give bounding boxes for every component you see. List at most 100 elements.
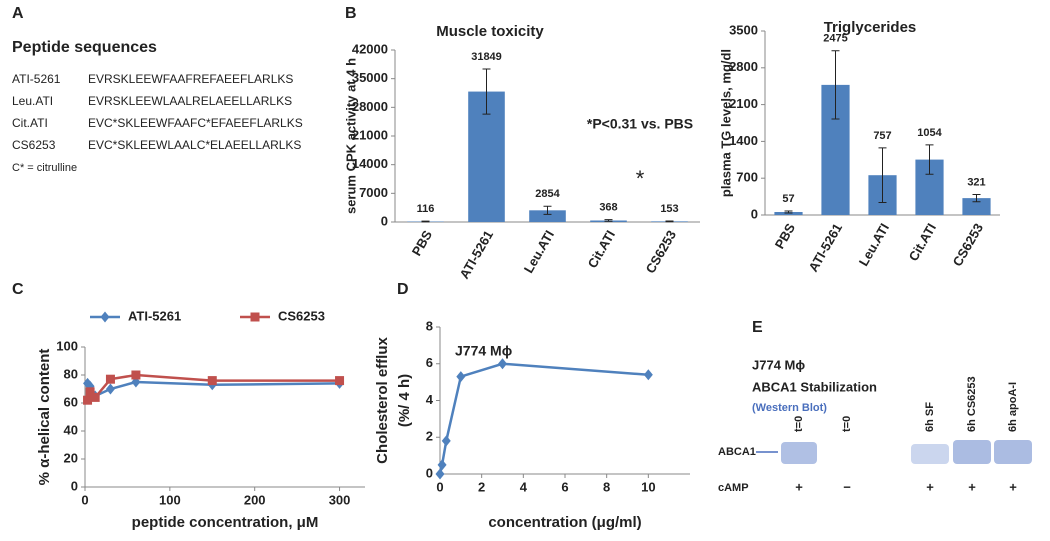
legend-marker (250, 312, 260, 322)
y-tick-label: 100 (56, 338, 78, 353)
peptide-sequence: EVC*SKLEEWLAALC*ELAEELLARLKS (88, 138, 301, 152)
value-label: 2475 (823, 33, 847, 45)
error-bar (925, 144, 934, 175)
y-tick-label: 0 (71, 478, 78, 493)
panel-letter: E (752, 319, 763, 336)
annotation: *P<0.31 vs. PBS (587, 116, 693, 132)
y-tick-label: 6 (426, 355, 433, 370)
point (435, 468, 445, 480)
chart-title: Muscle toxicity (436, 23, 544, 40)
panel-e-bands (756, 440, 1032, 464)
cell-label: J774 Mϕ (752, 357, 805, 372)
blot-band (781, 442, 817, 464)
legend-label: CS6253 (278, 308, 325, 323)
x-tick-label: 300 (329, 492, 351, 507)
peptide-name: Leu.ATI (12, 94, 53, 108)
peptide-name: Cit.ATI (12, 116, 48, 130)
x-tick-label: 10 (641, 479, 655, 494)
blot-subtitle: (Western Blot) (752, 402, 827, 414)
treatment-sign: + (1009, 479, 1017, 494)
x-tick-label: PBS (772, 220, 799, 251)
point (105, 383, 115, 395)
x-tick-label: 100 (159, 492, 181, 507)
treatment-sign: + (926, 479, 934, 494)
y-tick-label: 1400 (729, 133, 758, 148)
x-tick-label: 2 (478, 479, 485, 494)
bar (529, 210, 566, 222)
value-label: 368 (599, 202, 617, 214)
y-tick-label: 14000 (352, 156, 388, 171)
blot-title: ABCA1 Stabilization (752, 379, 877, 394)
peptide-name: ATI-5261 (12, 72, 61, 86)
x-tick-label: CS6253 (950, 221, 986, 269)
lane-label: 6h SF (924, 402, 936, 432)
y-tick-label: 3500 (729, 22, 758, 37)
x-tick-label: ATI-5261 (456, 228, 496, 282)
error-bar (543, 205, 552, 215)
legend-marker (100, 311, 110, 323)
footnote: C* = citrulline (12, 162, 77, 174)
error-bar (878, 147, 887, 204)
x-tick-label: ATI-5261 (805, 221, 845, 275)
y-tick-label: 0 (751, 206, 758, 221)
value-label: 153 (660, 203, 678, 215)
value-label: 31849 (471, 51, 502, 63)
error-bar (784, 210, 793, 214)
error-bar (604, 219, 613, 222)
treatment-sign: + (795, 479, 803, 494)
x-tick-label: Leu.ATI (856, 221, 892, 269)
error-bar (421, 220, 430, 223)
x-tick-label: 200 (244, 492, 266, 507)
point (456, 371, 466, 383)
chart-title: Triglycerides (824, 19, 917, 36)
panel-letter: C (12, 281, 24, 298)
blot-band (911, 444, 949, 464)
series-line (438, 362, 649, 475)
annotation: J774 Mϕ (455, 343, 512, 359)
annotation: * (636, 166, 645, 191)
y-axis-label: Cholesterol efflux (374, 336, 391, 463)
value-label: 2854 (535, 188, 560, 200)
error-bar (831, 50, 840, 120)
peptide-name: CS6253 (12, 138, 56, 152)
peptide-sequence: EVRSKLEEWLAALRELAEELLARLKS (88, 94, 292, 108)
value-label: 321 (967, 176, 985, 188)
lane-label: t=0 (793, 416, 805, 432)
legend-label: ATI-5261 (128, 308, 181, 323)
value-label: 116 (417, 203, 435, 215)
x-tick-label: 0 (436, 479, 443, 494)
x-tick-label: Leu.ATI (521, 228, 557, 276)
y-tick-label: 0 (426, 465, 433, 480)
y-axis-label: (%/ 4 h) (396, 374, 413, 427)
y-tick-label: 700 (736, 170, 758, 185)
y-tick-label: 4 (426, 392, 434, 407)
value-label: 757 (873, 130, 891, 142)
point (105, 374, 115, 384)
x-tick-label: CS6253 (643, 228, 679, 276)
y-tick-label: 7000 (359, 185, 388, 200)
treatment-sign: + (968, 479, 976, 494)
y-tick-label: 8 (426, 318, 433, 333)
point (643, 369, 653, 381)
y-tick-label: 28000 (352, 99, 388, 114)
point (437, 459, 447, 471)
y-tick-label: 2100 (729, 96, 758, 111)
y-axis-label: plasma TG levels, mg/dl (718, 49, 733, 197)
point (207, 376, 217, 386)
panel-letter: B (345, 5, 357, 22)
y-tick-label: 40 (64, 422, 78, 437)
value-label: 1054 (917, 127, 942, 139)
x-tick-label: 8 (603, 479, 610, 494)
x-tick-label: 4 (520, 479, 528, 494)
y-tick-label: 20 (64, 450, 78, 465)
y-tick-label: 21000 (352, 127, 388, 142)
point (441, 435, 451, 447)
lane-label: 6h CS6253 (966, 376, 978, 432)
point (90, 392, 100, 402)
peptide-sequence: EVRSKLEEWFAAFREFAEEFLARLKS (88, 72, 293, 86)
x-tick-label: Cit.ATI (906, 221, 939, 264)
x-tick-label: 0 (81, 492, 88, 507)
point (83, 395, 93, 405)
point (335, 376, 345, 386)
point (85, 387, 95, 397)
